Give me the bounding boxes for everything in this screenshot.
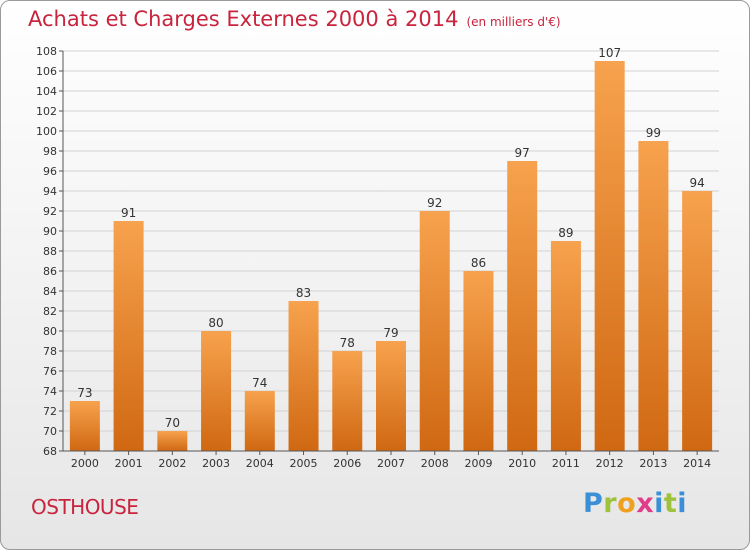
bar-value-label: 70 [165,416,180,430]
bar [550,241,581,451]
bar-value-label: 99 [646,126,661,140]
x-tick-label: 2007 [377,457,405,470]
bar [201,331,232,451]
x-tick-label: 2012 [596,457,624,470]
bar [638,141,669,451]
bar-value-label: 80 [208,316,223,330]
bar [244,391,275,451]
y-tick-label: 94 [43,185,57,198]
y-tick-label: 102 [36,105,57,118]
y-tick-label: 104 [36,85,57,98]
bar [463,271,494,451]
bar [419,211,450,451]
bar-value-label: 83 [296,286,311,300]
bar-value-label: 92 [427,196,442,210]
x-tick-label: 2002 [158,457,186,470]
chart-title-main: Achats et Charges Externes 2000 à 2014 [28,7,459,31]
bar-value-label: 73 [77,386,92,400]
bar-value-label: 91 [121,206,136,220]
x-tick-label: 2001 [115,457,143,470]
x-tick-label: 2005 [290,457,318,470]
bar [332,351,363,451]
y-tick-label: 108 [36,45,57,58]
bar-value-label: 74 [252,376,267,390]
bar [157,431,188,451]
y-tick-label: 74 [43,385,57,398]
bar-value-label: 94 [689,176,704,190]
y-tick-label: 86 [43,265,57,278]
y-tick-label: 106 [36,65,57,78]
commune-name: OSTHOUSE [31,495,139,519]
x-axis: 2000 2001 2002 2003 2004 2005 2006 2007 2008 2009… [63,450,719,470]
y-tick-label: 68 [43,445,57,458]
y-tick-label: 82 [43,305,57,318]
bar-value-label: 107 [598,46,621,60]
bar [376,341,406,451]
x-tick-label: 2010 [508,457,536,470]
y-tick-label: 100 [36,125,57,138]
bar-value-label: 78 [340,336,355,350]
bars: 73 91 70 80 74 83 78 79 92 86 97 89 107 99 94 [69,46,713,451]
y-tick-label: 70 [43,425,57,438]
chart-title: Achats et Charges Externes 2000 à 2014 (e… [28,7,561,31]
y-tick-label: 96 [43,165,57,178]
y-tick-label: 84 [43,285,57,298]
y-tick-label: 88 [43,245,57,258]
x-tick-label: 2006 [333,457,361,470]
proxiti-logo: Proxiti [583,488,688,519]
x-tick-label: 2000 [71,457,99,470]
x-tick-label: 2011 [552,457,580,470]
bar [288,301,319,451]
bar-value-label: 79 [383,326,398,340]
x-tick-label: 2014 [683,457,711,470]
y-tick-label: 98 [43,145,57,158]
x-tick-label: 2003 [202,457,230,470]
bar-value-label: 89 [558,226,573,240]
chart-title-unit: (en milliers d'€) [466,15,561,29]
y-tick-label: 92 [43,205,57,218]
x-tick-label: 2008 [421,457,449,470]
bar [69,401,100,451]
bar [594,61,625,451]
bar [507,161,538,451]
bar-value-label: 86 [471,256,486,270]
y-tick-label: 90 [43,225,57,238]
y-tick-label: 76 [43,365,57,378]
y-tick-label: 72 [43,405,57,418]
x-tick-label: 2004 [246,457,274,470]
y-tick-label: 78 [43,345,57,358]
bar [682,191,713,451]
y-axis: 68 70 72 74 76 78 80 82 84 86 88 90 92 94 96 98 100 102 10… [36,45,64,458]
bar-value-label: 97 [515,146,530,160]
x-tick-label: 2013 [639,457,667,470]
y-tick-label: 80 [43,325,57,338]
bar [113,221,144,451]
x-tick-label: 2009 [464,457,492,470]
